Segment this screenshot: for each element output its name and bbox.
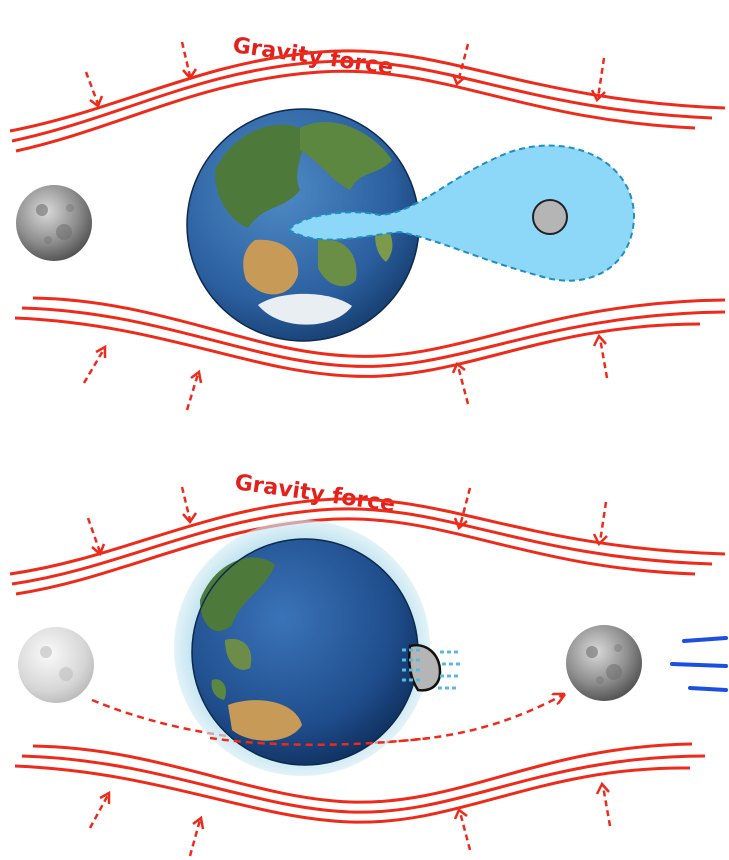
lower-gravity-arrows [88, 781, 612, 857]
moon-icon [16, 185, 92, 261]
gravity-arrow-icon [180, 486, 198, 525]
panel-top: Gravity force [9, 33, 726, 411]
gravity-arrow-icon [595, 781, 612, 827]
gravity-arrow-icon [453, 808, 472, 851]
motion-lines-icon [670, 636, 728, 692]
lower-force-lines [14, 742, 706, 824]
gravity-arrow-icon [84, 71, 104, 108]
moon-icon [18, 627, 94, 703]
gravity-arrow-icon [188, 815, 205, 857]
gravity-arrow-icon [185, 369, 203, 411]
lower-gravity-arrows [82, 333, 609, 411]
gravity-arrow-icon [88, 790, 111, 829]
upper-gravity-arrows [86, 486, 608, 557]
tidal-bulge-icon [402, 643, 460, 692]
tidal-bulge-icon [287, 144, 636, 282]
gravity-arrow-icon [180, 41, 198, 81]
earth-globe-icon [174, 520, 430, 776]
upper-force-lines [9, 497, 726, 596]
gravity-arrow-icon [590, 57, 606, 103]
gravity-arrow-icon [592, 333, 609, 379]
gravity-arrow-icon [451, 362, 470, 405]
moon-icon [566, 625, 642, 701]
upper-force-lines [9, 49, 726, 153]
panel-bottom: Gravity force [9, 470, 728, 857]
gravity-arrow-icon [82, 344, 107, 384]
lower-force-lines [14, 296, 726, 378]
gravity-arrow-icon [592, 501, 608, 547]
gravity-arrow-icon [86, 517, 106, 557]
gravity-arrow-icon [453, 487, 472, 531]
gravity-arrow-icon [451, 43, 470, 87]
moon-icon [532, 199, 568, 235]
upper-gravity-arrows [84, 41, 606, 108]
